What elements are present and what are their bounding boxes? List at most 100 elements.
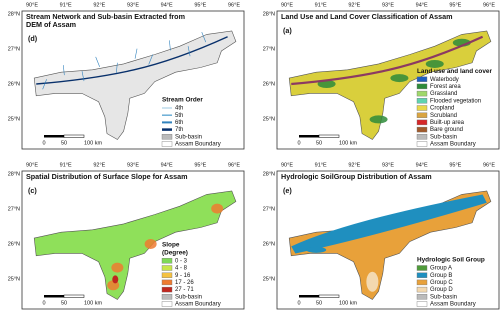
- panel-letter: (a): [283, 26, 292, 35]
- legend-label: Group B: [430, 273, 452, 279]
- longitude-label: 95°E: [194, 162, 206, 168]
- panel-title: Spatial Distribution of Surface Slope fo…: [26, 172, 187, 181]
- river: [36, 36, 228, 85]
- legend-label: Flooded vegetation: [430, 98, 481, 104]
- map-panel: 90°E 91°E 92°E 93°E 94°E 95°E 96°E 28°N 27°N 26°N…: [8, 162, 245, 310]
- assam-region: [33, 190, 237, 300]
- tributary: [169, 40, 171, 51]
- latitude-label: 26°N: [263, 241, 275, 247]
- legend-swatch: [161, 301, 173, 307]
- legend-label: Built-up area: [430, 120, 465, 126]
- tributary: [201, 31, 207, 43]
- latitude-label: 25°N: [263, 276, 275, 282]
- panel-title: DEM of Assam: [26, 20, 76, 29]
- latitude-label: 25°N: [8, 116, 20, 122]
- longitude-label: 96°E: [483, 2, 495, 8]
- legend-swatch: [161, 294, 173, 300]
- longitude-label: 94°E: [416, 2, 428, 8]
- legend-label: Assam Boundary: [175, 142, 221, 148]
- longitude-label: 93°E: [382, 162, 394, 168]
- legend-label: Scrubland: [430, 113, 457, 119]
- map-panel: 90°E 91°E 92°E 93°E 94°E 95°E 96°E 28°N 27°N 26°N…: [263, 162, 500, 310]
- panel-title: Stream Network and Sub-basin Extracted f…: [26, 12, 185, 21]
- panel-letter: (c): [28, 186, 37, 195]
- scale-label: 50: [61, 300, 67, 306]
- legend-label: Group C: [430, 280, 453, 286]
- legend-title: Slope: [162, 241, 180, 248]
- legend-swatch: [416, 112, 428, 118]
- legend-label: 27 - 71: [175, 287, 194, 293]
- legend-swatch: [161, 134, 173, 140]
- latitude-label: 25°N: [263, 116, 275, 122]
- latitude-label: 28°N: [8, 11, 20, 17]
- tributary: [148, 54, 153, 65]
- scale-bar: [318, 294, 340, 298]
- forest-patch: [425, 59, 444, 68]
- longitude-label: 96°E: [228, 162, 240, 168]
- scale-bar: [299, 295, 319, 298]
- legend-swatch: [161, 265, 173, 271]
- tributary: [95, 56, 100, 68]
- legend-swatch: [416, 294, 428, 300]
- legend-swatch: [416, 119, 428, 126]
- legend-label: 5th: [175, 113, 183, 119]
- tributary: [116, 62, 118, 73]
- legend-swatch: [416, 279, 428, 286]
- longitude-label: 91°E: [60, 162, 72, 168]
- legend-label: Assam Boundary: [430, 302, 476, 308]
- scale-bar: [44, 135, 64, 138]
- legend-swatch: [416, 265, 428, 271]
- soil-patch: [306, 246, 327, 253]
- panel-title: Hydrologic SoilGroup Distribution of Ass…: [281, 172, 432, 181]
- latitude-label: 28°N: [263, 11, 275, 17]
- tributary: [42, 79, 47, 90]
- latitude-label: 27°N: [263, 206, 275, 212]
- longitude-label: 90°E: [26, 162, 38, 168]
- tributary: [81, 70, 85, 82]
- longitude-label: 92°E: [348, 2, 360, 8]
- scale-label: 0: [42, 140, 45, 146]
- scale-label: 0: [42, 300, 45, 306]
- legend-swatch: [416, 90, 428, 97]
- latitude-label: 26°N: [8, 241, 20, 247]
- longitude-label: 91°E: [60, 2, 72, 8]
- legend-label: Cropland: [430, 106, 454, 112]
- panel-letter: (d): [28, 34, 38, 43]
- legend-title: (Degree): [162, 249, 188, 256]
- legend-swatch: [161, 286, 173, 293]
- tributary: [63, 65, 65, 76]
- scale-label: 100 km: [339, 140, 357, 146]
- legend-swatch: [416, 98, 428, 104]
- scale-label: 50: [316, 300, 322, 306]
- scale-bar: [318, 134, 340, 138]
- longitude-label: 96°E: [483, 162, 495, 168]
- river: [291, 35, 484, 86]
- panel-letter: (e): [283, 186, 292, 195]
- legend-label: 9 - 16: [175, 273, 191, 279]
- longitude-label: 95°E: [449, 162, 461, 168]
- soil-band: [291, 194, 487, 254]
- legend-title: Land use and land cover: [417, 68, 492, 75]
- legend-label: Sub-basin: [175, 294, 202, 300]
- latitude-label: 25°N: [8, 276, 20, 282]
- legend-swatch: [416, 105, 428, 111]
- legend-label: 0 - 3: [175, 258, 188, 264]
- scale-label: 100 km: [84, 300, 102, 306]
- longitude-label: 91°E: [315, 2, 327, 8]
- scale-bar: [63, 134, 85, 138]
- longitude-label: 90°E: [26, 2, 38, 8]
- tributary: [134, 48, 138, 59]
- longitude-label: 93°E: [127, 162, 139, 168]
- map-panel: 90°E 91°E 92°E 93°E 94°E 95°E 96°E 28°N 27°N 26°N…: [8, 2, 245, 150]
- longitude-label: 95°E: [194, 2, 206, 8]
- longitude-label: 96°E: [228, 2, 240, 8]
- legend-swatch: [416, 141, 428, 147]
- legend-label: Waterbody: [430, 77, 459, 83]
- longitude-label: 91°E: [315, 162, 327, 168]
- map-panel: 90°E 91°E 92°E 93°E 94°E 95°E 96°E 28°N 27°N 26°N…: [263, 2, 500, 150]
- legend-swatch: [416, 272, 428, 278]
- assam-region: [33, 30, 237, 140]
- tributary: [187, 46, 191, 57]
- legend-title: Hydrologic Soil Group: [417, 257, 485, 264]
